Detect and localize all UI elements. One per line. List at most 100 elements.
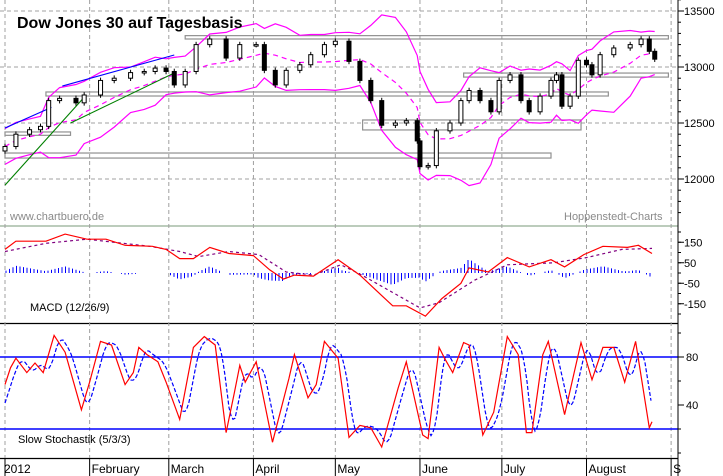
x-tick-label: 2012 <box>4 462 31 476</box>
macd-label: MACD (12/26/9) <box>30 302 109 314</box>
candle-body <box>611 47 617 56</box>
candle-body <box>163 67 169 72</box>
price-zone <box>4 131 72 136</box>
stochastic-k-line <box>4 333 653 449</box>
x-tick-label: February <box>92 462 140 476</box>
candle-body <box>537 95 543 113</box>
stochastic-panel <box>0 333 678 449</box>
candle-body <box>171 70 177 86</box>
x-tick-label: April <box>255 462 279 476</box>
candle-body <box>207 38 213 46</box>
candle-body <box>583 59 589 66</box>
candle-body <box>526 100 532 113</box>
candle-body <box>141 70 147 74</box>
candle-body <box>652 50 658 60</box>
candle-body <box>283 69 289 86</box>
candle-body <box>73 97 79 104</box>
candle-body <box>403 120 409 124</box>
watermark-left: www.chartbuero.de <box>9 211 104 223</box>
candle-body <box>297 64 303 71</box>
y-tick-label: 12500 <box>684 118 715 130</box>
price-zone <box>184 35 669 40</box>
candle-body <box>488 100 494 113</box>
candle-body <box>575 59 581 97</box>
candle-body <box>272 69 278 86</box>
price-zone <box>45 91 609 97</box>
x-tick-label: June <box>422 462 448 476</box>
chart-title: Dow Jones 30 auf Tagesbasis <box>17 15 243 32</box>
candle-body <box>559 74 565 107</box>
y-tick-label: 13500 <box>684 6 715 18</box>
stochastic-tick-label: 40 <box>686 400 698 412</box>
macd-tick-label: 50 <box>684 258 696 270</box>
trendline-green <box>4 96 85 186</box>
price-zone <box>362 119 582 131</box>
candle-body <box>477 90 483 102</box>
candle-body <box>128 72 134 79</box>
candle-body <box>308 54 314 66</box>
x-tick-label: August <box>588 462 626 476</box>
macd-signal-line <box>4 238 653 309</box>
candle-body <box>261 44 267 71</box>
x-tick-label: S <box>673 462 681 476</box>
axes: 2012 February March April May June July August S… <box>4 0 715 476</box>
candle-body <box>321 44 327 56</box>
candle-body <box>332 40 338 46</box>
macd-panel <box>4 233 653 317</box>
middle-band <box>4 52 655 148</box>
candle-body <box>379 100 385 126</box>
stochastic-tick-label: 80 <box>686 352 698 364</box>
candle-body <box>368 79 374 102</box>
candle-body <box>237 44 243 59</box>
candle-body <box>417 140 423 168</box>
candle-body <box>98 79 104 96</box>
x-tick-label: July <box>504 462 525 476</box>
candle-body <box>496 79 502 113</box>
candle-body <box>646 38 652 52</box>
trendline-blue <box>4 106 52 129</box>
stochastic-label: Slow Stochastik (5/3/3) <box>18 434 131 446</box>
watermark-right: Hoppenstedt-Charts <box>564 211 663 223</box>
candle-body <box>346 40 352 62</box>
candles <box>2 36 658 170</box>
candle-body <box>57 97 63 102</box>
candle-body <box>567 95 573 107</box>
candle-body <box>193 44 199 72</box>
candle-body <box>2 146 8 152</box>
trendline-green <box>70 72 175 124</box>
candle-body <box>46 100 52 127</box>
candle-body <box>597 54 603 76</box>
candle-body <box>111 77 117 81</box>
candle-body <box>638 38 644 46</box>
x-tick-label: March <box>171 462 204 476</box>
candle-body <box>27 129 33 135</box>
trendlines <box>4 54 175 186</box>
zones <box>4 35 669 159</box>
candle-body <box>357 60 363 81</box>
price-zone <box>4 152 552 159</box>
price-zone <box>463 72 669 78</box>
candle-body <box>589 64 595 76</box>
candle-body <box>13 133 19 148</box>
bollinger-bands <box>4 14 655 187</box>
candle-body <box>433 130 439 167</box>
macd-tick-label: -150 <box>684 299 706 311</box>
candle-body <box>627 44 633 49</box>
candle-body <box>253 44 259 47</box>
candle-body <box>392 122 398 126</box>
x-tick-label: May <box>337 462 360 476</box>
candle-body <box>548 79 554 97</box>
candle-body <box>223 38 229 59</box>
candle-body <box>425 165 431 168</box>
candle-body <box>414 120 420 142</box>
grid <box>0 0 678 460</box>
candle-body <box>507 74 513 81</box>
candle-body <box>466 90 472 102</box>
candle-body <box>447 122 453 132</box>
macd-tick-label: -50 <box>684 278 700 290</box>
trendline-blue <box>62 54 175 87</box>
macd-tick-label: 150 <box>684 237 702 249</box>
candle-body <box>152 67 158 72</box>
